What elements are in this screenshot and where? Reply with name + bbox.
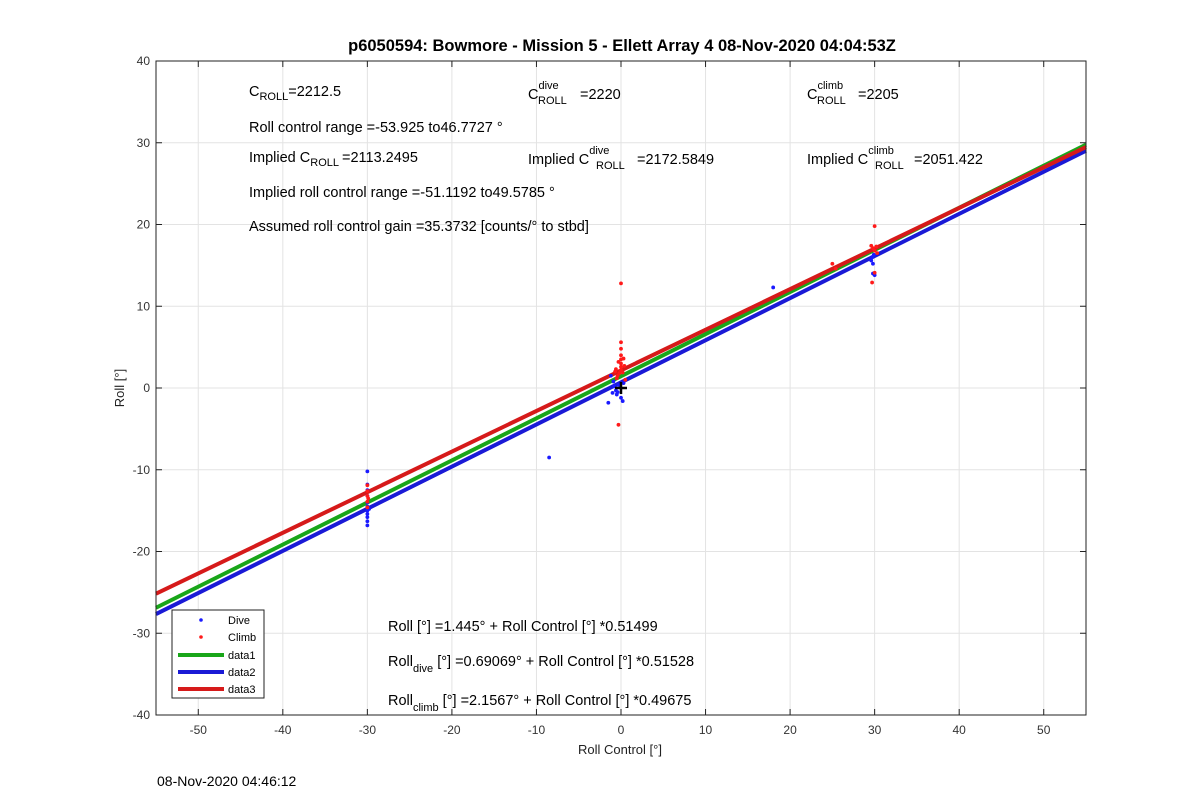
data-point-climb <box>870 280 874 285</box>
data-point-climb <box>622 364 627 368</box>
y-tick-label: -40 <box>133 708 151 722</box>
data-point-dive <box>615 390 620 394</box>
legend-marker-climb <box>199 635 203 639</box>
x-tick-label: -50 <box>190 723 208 737</box>
legend-label-data2: data2 <box>228 667 256 679</box>
data-point-climb <box>614 376 619 381</box>
data-point-climb <box>365 489 370 493</box>
data-point-climb <box>613 369 617 374</box>
fit-equation-all: Roll [°] =1.445° + Roll Control [°] *0.5… <box>388 619 658 635</box>
legend-label-climb: Climb <box>228 632 256 644</box>
legend-label-data3: data3 <box>228 684 256 696</box>
data-point-dive <box>365 511 370 516</box>
data-point-dive <box>365 469 370 474</box>
x-tick-label: 0 <box>618 723 625 737</box>
data-point-dive <box>620 399 625 403</box>
data-point-climb <box>872 270 877 275</box>
legend-marker-dive <box>199 618 203 622</box>
legend-label-data1: data1 <box>228 650 256 662</box>
c-roll-dive-annotation: Cdive ROLL =2220 <box>528 80 621 107</box>
annotations: CROLL=2212.5 Cdive ROLL =2220 Cclimb ROLL =2… <box>249 80 983 714</box>
origin-cross-marker <box>615 382 627 394</box>
data-point-dive <box>365 515 370 520</box>
y-tick-label: 20 <box>137 218 151 232</box>
tick-labels: -50 -40 -30 -20 -10 0 10 20 30 40 50 -40 -30 -20 -10 0 1… <box>133 54 1086 737</box>
data-point-climb <box>365 483 370 488</box>
data-point-climb <box>875 251 880 256</box>
data-point-climb <box>616 422 621 427</box>
y-tick-label: 0 <box>143 381 150 395</box>
data-point-climb <box>365 505 370 510</box>
data-point-climb <box>365 499 370 504</box>
data-point-dive <box>869 258 874 263</box>
data-point-climb <box>620 370 625 375</box>
y-tick-label: -10 <box>133 463 151 477</box>
implied-c-roll-annotation: Implied CROLL =2113.2495 <box>249 150 418 169</box>
data-point-climb <box>830 261 835 266</box>
data-point-dive <box>619 395 623 400</box>
data-point-dive <box>606 400 611 405</box>
fit-equation-climb: Rollclimb [°] =2.1567° + Roll Control [°… <box>388 693 691 714</box>
data-point-climb <box>619 340 623 345</box>
implied-c-roll-climb-annotation: Implied Cclimb ROLL =2051.422 <box>807 145 983 172</box>
implied-c-roll-dive-annotation: Implied Cdive ROLL =2172.5849 <box>528 145 714 172</box>
x-tick-label: -10 <box>528 723 546 737</box>
data-point-climb <box>872 224 877 229</box>
data-point-climb <box>874 244 879 249</box>
data-point-climb <box>619 353 623 358</box>
legend: Dive Climb data1 data2 data3 <box>171 609 265 699</box>
data-point-dive <box>611 379 616 384</box>
y-tick-label: 40 <box>137 54 151 68</box>
data-point-dive <box>871 252 876 257</box>
x-tick-label: -30 <box>359 723 377 737</box>
data-point-climb <box>616 359 621 364</box>
legend-label-dive: Dive <box>228 615 250 627</box>
data-point-climb <box>619 364 623 369</box>
data-point-climb <box>619 281 623 286</box>
y-tick-label: 30 <box>137 136 151 150</box>
data-point-dive <box>621 381 626 385</box>
c-roll-climb-annotation: Cclimb ROLL =2205 <box>807 80 899 107</box>
roll-control-range: Roll control range =-53.925 to46.7727 ° <box>249 120 503 136</box>
x-tick-label: -40 <box>274 723 292 737</box>
x-tick-label: 20 <box>783 723 797 737</box>
data-point-dive <box>547 455 552 460</box>
data-point-climb <box>872 248 877 253</box>
y-tick-label: 10 <box>137 299 151 313</box>
print-timestamp: 08-Nov-2020 04:46:12 <box>157 773 297 789</box>
x-tick-label: 30 <box>868 723 882 737</box>
data-point-dive <box>365 523 370 528</box>
y-tick-label: -30 <box>133 626 151 640</box>
data-point-climb <box>619 346 623 351</box>
x-tick-label: 50 <box>1037 723 1051 737</box>
chart-title: p6050594: Bowmore - Mission 5 - Ellett A… <box>348 37 896 55</box>
data-point-dive <box>365 519 370 524</box>
x-axis-label: Roll Control [°] <box>578 742 662 757</box>
data-point-dive <box>871 261 875 266</box>
data-point-climb <box>621 356 626 361</box>
x-tick-label: 10 <box>699 723 713 737</box>
data-point-climb <box>366 496 371 501</box>
c-roll-annotation: CROLL=2212.5 <box>249 84 341 103</box>
y-axis-label: Roll [°] <box>112 369 127 407</box>
implied-roll-control-range: Implied roll control range =-51.1192 to4… <box>249 185 555 201</box>
data-point-dive <box>610 391 615 395</box>
data-points <box>365 224 880 528</box>
data-point-climb <box>833 266 838 271</box>
roll-control-gain: Assumed roll control gain =35.3732 [coun… <box>249 219 589 235</box>
x-tick-label: 40 <box>953 723 967 737</box>
fit-equation-dive: Rolldive [°] =0.69069° + Roll Control [°… <box>388 654 694 675</box>
data-point-climb <box>623 377 628 382</box>
x-tick-label: -20 <box>443 723 461 737</box>
data-point-dive <box>771 285 776 290</box>
y-tick-label: -20 <box>133 545 151 559</box>
data-point-dive <box>608 373 613 378</box>
